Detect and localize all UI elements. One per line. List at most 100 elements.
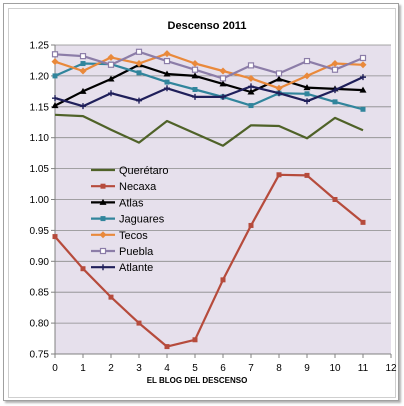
data-point-marker bbox=[247, 62, 255, 69]
data-point-marker bbox=[332, 87, 338, 94]
x-tick-label: 12 bbox=[385, 363, 397, 374]
series-line bbox=[54, 113, 364, 147]
x-tick-label: 6 bbox=[220, 363, 226, 374]
legend-label: Jaguares bbox=[119, 214, 165, 226]
data-point-marker bbox=[100, 216, 106, 222]
x-tick-label: 10 bbox=[329, 363, 341, 374]
data-point-marker bbox=[247, 88, 255, 95]
data-point-marker bbox=[331, 66, 339, 73]
legend-label: Necaxa bbox=[119, 181, 157, 193]
data-point-marker bbox=[360, 106, 366, 112]
data-point-marker bbox=[304, 98, 310, 105]
y-tick-label: 1.10 bbox=[30, 133, 50, 144]
data-point-marker bbox=[52, 234, 58, 240]
x-tick-label: 5 bbox=[192, 363, 198, 374]
y-tick-label: 0.80 bbox=[30, 319, 50, 330]
data-point-marker bbox=[135, 60, 143, 68]
data-point-marker bbox=[52, 73, 58, 79]
x-tick-label: 11 bbox=[358, 363, 369, 374]
series-group bbox=[51, 48, 367, 82]
series-group bbox=[52, 74, 366, 110]
data-point-marker bbox=[79, 67, 87, 75]
data-point-marker bbox=[192, 337, 198, 343]
legend-entry: Tecos bbox=[91, 230, 148, 242]
y-tick-label: 1.25 bbox=[30, 41, 50, 52]
data-point-marker bbox=[192, 86, 198, 92]
data-point-marker bbox=[163, 57, 171, 65]
data-point-marker bbox=[191, 66, 199, 73]
series-line bbox=[54, 63, 364, 107]
legend-entry: Necaxa bbox=[91, 181, 157, 193]
y-tick-label: 0.85 bbox=[30, 288, 50, 299]
data-point-marker bbox=[220, 93, 226, 100]
data-point-marker bbox=[51, 51, 59, 58]
data-point-marker bbox=[303, 72, 311, 80]
series-group bbox=[54, 113, 364, 147]
legend-entry: Puebla bbox=[91, 246, 154, 258]
x-tick-label: 0 bbox=[52, 363, 58, 374]
series-line bbox=[54, 173, 364, 348]
data-point-marker bbox=[51, 58, 59, 66]
data-point-marker bbox=[164, 344, 170, 350]
data-point-marker bbox=[303, 57, 311, 65]
y-tick-label: 1.20 bbox=[30, 71, 50, 82]
legend: Querétaro Necaxa Atlas Jaguares Tecos Puebla A… bbox=[91, 165, 169, 274]
data-point-marker bbox=[164, 85, 170, 92]
data-point-marker bbox=[275, 75, 283, 82]
legend-label: Atlas bbox=[119, 197, 144, 209]
data-point-marker bbox=[163, 70, 171, 77]
data-point-marker bbox=[99, 247, 107, 255]
x-tick-label: 4 bbox=[164, 363, 170, 374]
data-point-marker bbox=[100, 264, 106, 271]
data-point-marker bbox=[51, 102, 59, 109]
chart-title: Descenso 2011 bbox=[168, 20, 247, 32]
line-chart: Descenso 2011 0.75 0.80 0.85 0.90 0.95 1.00 1.… bbox=[30, 20, 397, 385]
x-tick-label: 8 bbox=[276, 363, 282, 374]
data-point-marker bbox=[220, 277, 226, 283]
data-point-marker bbox=[100, 183, 106, 189]
data-point-marker bbox=[331, 60, 339, 68]
data-point-marker bbox=[80, 61, 86, 67]
data-point-marker bbox=[80, 103, 86, 110]
data-point-marker bbox=[248, 83, 254, 90]
x-tick-label: 2 bbox=[108, 363, 114, 374]
data-point-marker bbox=[136, 97, 142, 104]
data-point-marker bbox=[359, 61, 367, 69]
data-point-marker bbox=[107, 61, 115, 68]
data-point-marker bbox=[107, 75, 115, 82]
legend-entry: Jaguares bbox=[91, 214, 165, 226]
data-point-marker bbox=[108, 90, 114, 97]
data-point-marker bbox=[219, 75, 227, 82]
y-tick-label: 1.00 bbox=[30, 195, 50, 206]
data-point-marker bbox=[163, 50, 171, 58]
chart-frame: Descenso 2011 0.75 0.80 0.85 0.90 0.95 1.00 1.… bbox=[3, 3, 399, 401]
legend-label: Tecos bbox=[119, 230, 148, 242]
axes: 0.75 0.80 0.85 0.90 0.95 1.00 1.05 1.10 1.15 1.20… bbox=[30, 41, 397, 375]
data-point-marker bbox=[275, 84, 283, 92]
data-point-marker bbox=[219, 67, 227, 75]
data-point-marker bbox=[332, 99, 338, 105]
data-point-marker bbox=[219, 80, 227, 87]
data-point-marker bbox=[248, 103, 254, 109]
legend-entry: Querétaro bbox=[91, 165, 169, 177]
data-point-marker bbox=[79, 87, 87, 94]
y-tick-label: 1.05 bbox=[30, 164, 50, 175]
data-point-marker bbox=[79, 53, 87, 60]
data-point-marker bbox=[99, 198, 107, 205]
y-tick-label: 0.75 bbox=[30, 350, 50, 361]
data-point-marker bbox=[304, 172, 310, 178]
data-point-marker bbox=[52, 95, 58, 102]
data-point-marker bbox=[191, 72, 199, 79]
legend-label: Querétaro bbox=[119, 165, 169, 177]
series-group bbox=[52, 172, 366, 350]
legend-label: Puebla bbox=[119, 246, 154, 258]
data-point-marker bbox=[303, 84, 311, 91]
data-point-marker bbox=[192, 93, 198, 100]
legend-entry: Atlas bbox=[91, 197, 144, 209]
data-point-marker bbox=[248, 222, 254, 228]
data-point-marker bbox=[136, 70, 142, 76]
data-point-marker bbox=[80, 266, 86, 272]
chart-area: Descenso 2011 0.75 0.80 0.85 0.90 0.95 1.00 1.… bbox=[8, 8, 397, 398]
x-axis-label: EL BLOG DEL DESCENSO bbox=[147, 376, 248, 385]
legend-entry: Atlante bbox=[91, 262, 153, 274]
